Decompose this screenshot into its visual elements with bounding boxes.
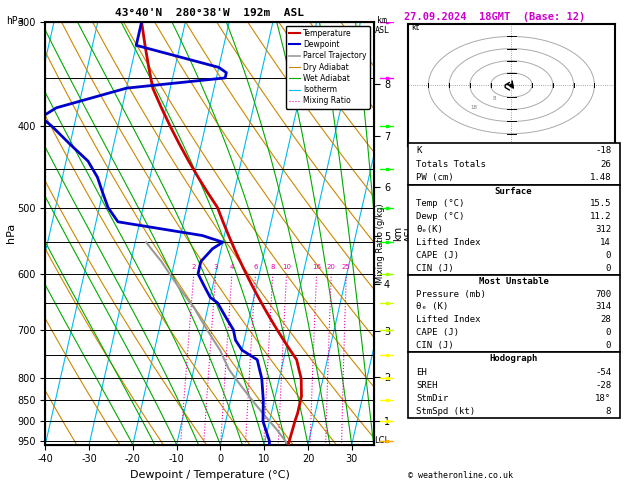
Text: 10: 10 <box>282 264 291 270</box>
Text: CIN (J): CIN (J) <box>416 341 454 350</box>
Text: 11.2: 11.2 <box>589 212 611 221</box>
Text: θₑ (K): θₑ (K) <box>416 302 448 312</box>
Text: EH: EH <box>416 367 427 377</box>
FancyBboxPatch shape <box>408 143 620 185</box>
Text: 700: 700 <box>595 290 611 298</box>
Text: 20: 20 <box>327 264 336 270</box>
Text: Surface: Surface <box>495 187 532 195</box>
Text: Lifted Index: Lifted Index <box>416 315 481 325</box>
Text: 8: 8 <box>270 264 275 270</box>
Text: 6: 6 <box>253 264 258 270</box>
Text: 312: 312 <box>595 225 611 234</box>
Text: 15.5: 15.5 <box>589 199 611 208</box>
FancyBboxPatch shape <box>408 352 620 418</box>
Text: θₑ(K): θₑ(K) <box>416 225 443 234</box>
Text: 3: 3 <box>213 264 218 270</box>
Text: CIN (J): CIN (J) <box>416 264 454 273</box>
Text: K: K <box>416 146 421 155</box>
Text: 1.48: 1.48 <box>589 174 611 182</box>
Text: 14: 14 <box>600 238 611 247</box>
Y-axis label: km
ASL: km ASL <box>393 224 415 243</box>
Text: Dewp (°C): Dewp (°C) <box>416 212 464 221</box>
Text: Temp (°C): Temp (°C) <box>416 199 464 208</box>
Text: PW (cm): PW (cm) <box>416 174 454 182</box>
Text: -54: -54 <box>595 367 611 377</box>
X-axis label: Dewpoint / Temperature (°C): Dewpoint / Temperature (°C) <box>130 470 289 480</box>
Text: 18: 18 <box>470 105 477 110</box>
Text: Hodograph: Hodograph <box>489 354 538 364</box>
Text: Lifted Index: Lifted Index <box>416 238 481 247</box>
Text: SREH: SREH <box>416 381 438 390</box>
Text: CAPE (J): CAPE (J) <box>416 251 459 260</box>
Text: © weatheronline.co.uk: © weatheronline.co.uk <box>408 471 513 480</box>
Text: 28: 28 <box>600 315 611 325</box>
Text: CAPE (J): CAPE (J) <box>416 329 459 337</box>
Text: Totals Totals: Totals Totals <box>416 159 486 169</box>
Text: km
ASL: km ASL <box>375 16 390 35</box>
FancyBboxPatch shape <box>408 185 620 275</box>
Text: LCL: LCL <box>374 435 389 445</box>
Legend: Temperature, Dewpoint, Parcel Trajectory, Dry Adiabat, Wet Adiabat, Isotherm, Mi: Temperature, Dewpoint, Parcel Trajectory… <box>286 26 370 108</box>
Text: StmSpd (kt): StmSpd (kt) <box>416 407 475 416</box>
Text: 0: 0 <box>606 264 611 273</box>
Text: hPa: hPa <box>6 16 24 26</box>
Text: Mixing Ratio (g/kg): Mixing Ratio (g/kg) <box>376 203 385 283</box>
Text: 0: 0 <box>606 329 611 337</box>
Text: 43°40'N  280°38'W  192m  ASL: 43°40'N 280°38'W 192m ASL <box>115 8 304 18</box>
Text: 18°: 18° <box>595 394 611 403</box>
Text: 8: 8 <box>493 96 496 101</box>
Text: 2: 2 <box>192 264 196 270</box>
Text: Pressure (mb): Pressure (mb) <box>416 290 486 298</box>
Text: StmDir: StmDir <box>416 394 448 403</box>
Text: 4: 4 <box>230 264 234 270</box>
Text: kt: kt <box>412 23 420 33</box>
Text: Most Unstable: Most Unstable <box>479 277 548 286</box>
Text: 0: 0 <box>606 251 611 260</box>
Y-axis label: hPa: hPa <box>6 223 16 243</box>
Text: 16: 16 <box>312 264 321 270</box>
Text: -28: -28 <box>595 381 611 390</box>
Text: -18: -18 <box>595 146 611 155</box>
Text: 8: 8 <box>606 407 611 416</box>
Text: 27.09.2024  18GMT  (Base: 12): 27.09.2024 18GMT (Base: 12) <box>404 12 586 22</box>
Text: 25: 25 <box>342 264 351 270</box>
Text: 314: 314 <box>595 302 611 312</box>
FancyBboxPatch shape <box>408 275 620 352</box>
Text: 26: 26 <box>600 159 611 169</box>
Text: 0: 0 <box>606 341 611 350</box>
